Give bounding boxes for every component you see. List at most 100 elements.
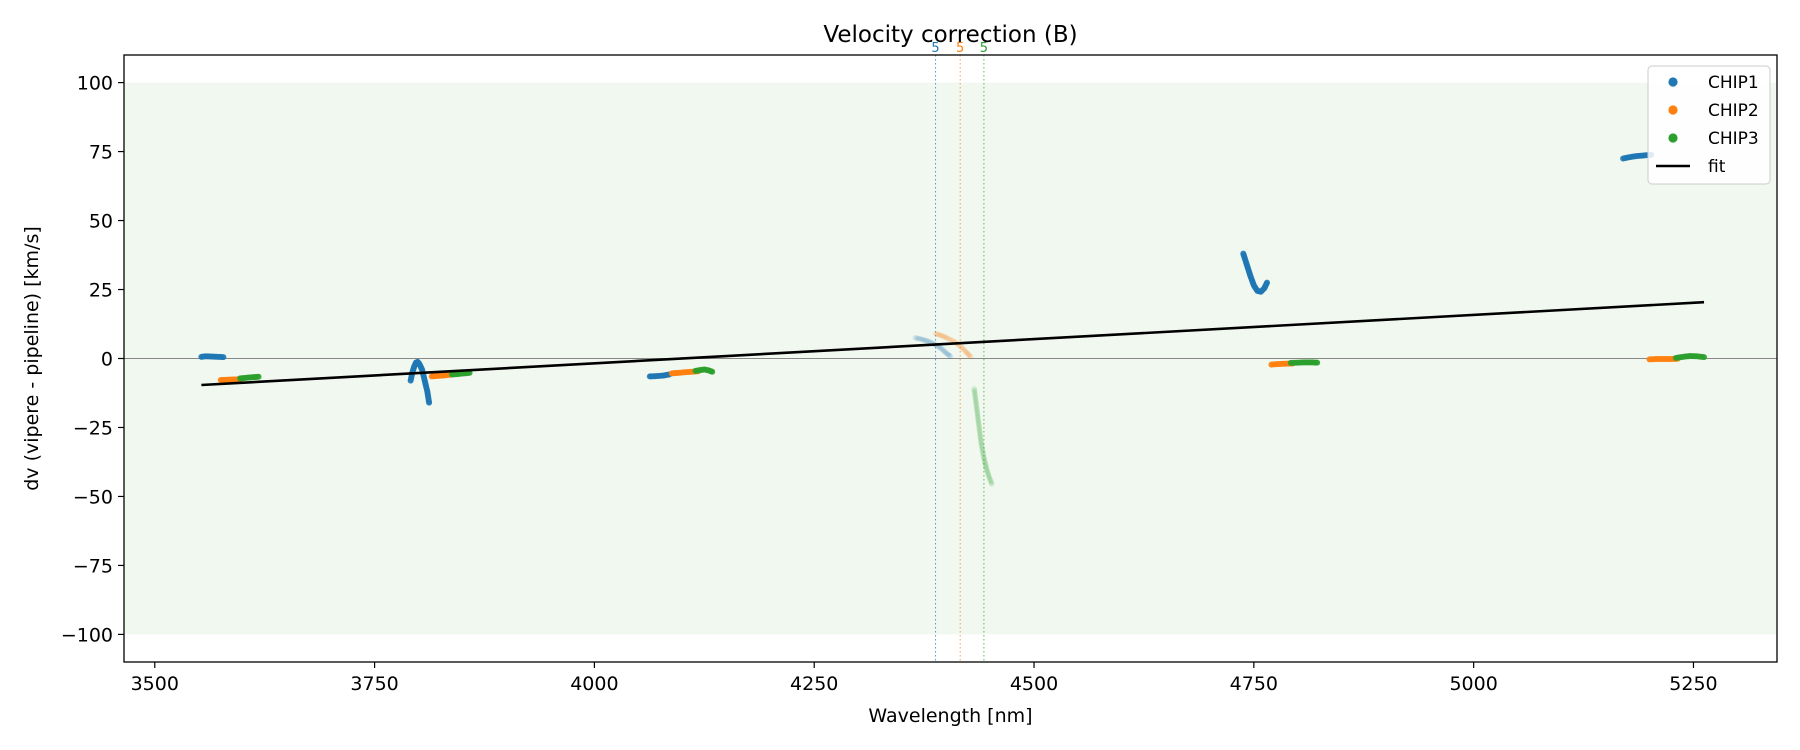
- faint-point: [982, 459, 988, 465]
- faint-point: [915, 335, 922, 342]
- faint-point: [977, 436, 984, 443]
- series-chip3-segment-5: [1672, 353, 1708, 361]
- x-tick-label: 4250: [790, 673, 838, 695]
- faint-point: [973, 399, 979, 406]
- legend-label: CHIP3: [1708, 129, 1759, 149]
- faint-point: [981, 457, 988, 464]
- faint-point: [938, 332, 945, 339]
- faint-point: [959, 345, 965, 351]
- faint-point: [963, 349, 970, 355]
- faint-point: [972, 390, 978, 397]
- faint-point: [986, 474, 992, 480]
- faint-segment-3: [971, 386, 995, 487]
- x-tick-label: 5250: [1669, 673, 1717, 695]
- faint-point: [945, 335, 951, 342]
- faint-point: [977, 433, 984, 440]
- faint-point: [943, 350, 949, 356]
- vertical-marker-layer: 5 5 5: [931, 41, 988, 662]
- faint-point: [976, 427, 983, 434]
- faint-point: [976, 428, 983, 435]
- faint-point: [977, 430, 983, 437]
- faint-point: [941, 348, 947, 354]
- legend-box: [1647, 65, 1771, 185]
- data-point: [255, 373, 262, 380]
- faint-point: [942, 334, 949, 341]
- faint-point: [962, 348, 969, 354]
- faint-point: [978, 442, 985, 449]
- faint-point: [978, 439, 984, 446]
- faint-point: [935, 331, 941, 338]
- faint-point: [942, 349, 948, 355]
- faint-point: [960, 346, 966, 352]
- faint-point: [973, 405, 980, 412]
- y-axis-title: dv (vipere - pipeline) [km/s]: [21, 226, 43, 491]
- faint-point: [971, 389, 978, 395]
- faint-point: [974, 412, 981, 418]
- y-tick-label: 0: [101, 349, 113, 371]
- fit-line: [201, 300, 1705, 387]
- faint-point: [972, 396, 979, 403]
- legend-item-chip3: CHIP3: [1668, 129, 1759, 149]
- faint-point: [927, 339, 933, 345]
- faint-point: [941, 333, 947, 340]
- data-point: [220, 354, 227, 361]
- faint-point: [973, 402, 980, 409]
- faint-point: [983, 466, 990, 472]
- faint-point: [973, 398, 979, 404]
- vertical-marker-label-2: 5: [956, 41, 964, 56]
- faint-point: [947, 336, 954, 343]
- faint-point: [982, 460, 989, 467]
- faint-point: [914, 335, 920, 341]
- x-tick-label: 4500: [1010, 673, 1058, 695]
- faint-point: [973, 404, 980, 411]
- vertical-marker-label-1: 5: [931, 41, 939, 56]
- y-tick-label: 50: [89, 211, 113, 233]
- faint-point: [920, 336, 926, 343]
- faint-point: [936, 344, 943, 350]
- faint-point: [982, 461, 989, 468]
- faint-point: [967, 354, 974, 360]
- faint-point: [983, 464, 990, 471]
- faint-point: [981, 455, 987, 461]
- y-tick-label: −75: [73, 555, 113, 577]
- data-point: [1264, 279, 1271, 286]
- faint-point: [980, 450, 986, 457]
- faint-point: [976, 425, 983, 432]
- series-chip1-segment-4: [1240, 250, 1271, 295]
- faint-point: [977, 432, 983, 438]
- x-tick-label: 5000: [1449, 673, 1497, 695]
- faint-point: [974, 409, 980, 415]
- legend-item-chip2: CHIP2: [1668, 101, 1759, 121]
- faint-point: [967, 353, 973, 359]
- faint-point: [978, 441, 985, 447]
- faint-point: [977, 435, 984, 441]
- fit-line-layer: [201, 300, 1705, 387]
- faint-point: [946, 336, 953, 342]
- faint-point: [971, 386, 978, 392]
- faint-point: [966, 352, 972, 358]
- faint-point: [925, 338, 932, 345]
- data-point: [426, 399, 433, 406]
- faint-point: [979, 445, 985, 452]
- faint-point: [976, 422, 982, 429]
- faint-point: [985, 470, 991, 476]
- faint-point: [980, 451, 987, 458]
- faint-point: [945, 351, 952, 358]
- legend: CHIP1 CHIP2 CHIP3 fit: [1647, 65, 1771, 185]
- faint-point: [944, 351, 951, 357]
- faint-point: [972, 395, 979, 401]
- series-chip1-segment-1: [198, 353, 227, 361]
- legend-item-fit: fit: [1656, 157, 1726, 177]
- faint-point: [971, 387, 978, 394]
- faint-point: [972, 392, 978, 398]
- y-tick-label: −50: [73, 486, 113, 508]
- faint-point: [912, 335, 919, 341]
- faint-point: [986, 475, 993, 482]
- faint-point: [922, 337, 929, 344]
- x-tick-label: 4750: [1230, 673, 1278, 695]
- faint-point: [985, 471, 992, 478]
- faint-point: [974, 410, 981, 417]
- faint-point: [979, 448, 986, 455]
- faint-point: [987, 477, 994, 483]
- legend-label: fit: [1708, 157, 1726, 177]
